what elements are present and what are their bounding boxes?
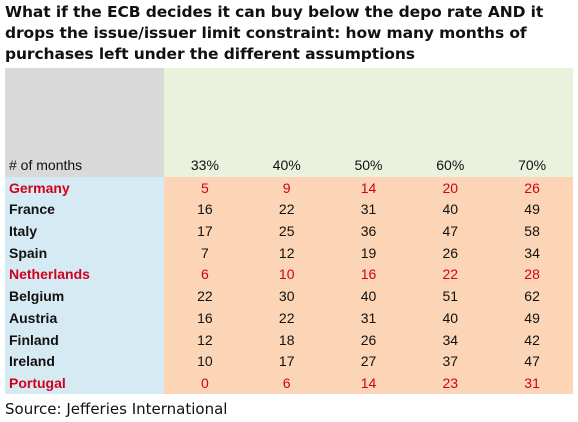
value-cell: 17 — [245, 350, 328, 373]
value-cell: 28 — [491, 263, 573, 286]
value-cell: 36 — [327, 220, 410, 243]
table-row: Finland 12 18 26 34 42 — [5, 328, 573, 351]
corner-spacer-cell — [5, 68, 164, 153]
value-cell: 6 — [164, 263, 246, 286]
value-cell: 16 — [327, 263, 410, 286]
country-label: Ireland — [5, 350, 164, 373]
table-row: Netherlands 6 10 16 22 28 — [5, 263, 573, 286]
value-cell: 27 — [327, 350, 410, 373]
column-header: 33% — [164, 153, 246, 177]
value-cell: 16 — [164, 198, 246, 221]
value-cell: 6 — [245, 372, 328, 394]
value-cell: 19 — [327, 242, 410, 264]
value-cell: 14 — [327, 177, 410, 199]
value-cell: 22 — [409, 263, 492, 286]
corner-label: # of months — [5, 153, 164, 177]
value-cell: 26 — [491, 177, 573, 199]
value-cell: 30 — [245, 285, 328, 308]
value-cell: 49 — [491, 198, 573, 221]
column-header: 70% — [491, 153, 573, 177]
country-label: France — [5, 198, 164, 221]
value-cell: 26 — [327, 328, 410, 351]
value-cell: 40 — [409, 198, 492, 221]
column-header: 40% — [245, 153, 328, 177]
table-row: Germany 5 9 14 20 26 — [5, 177, 573, 199]
source-note: Source: Jefferies International — [5, 400, 228, 418]
country-label: Austria — [5, 307, 164, 329]
country-label: Finland — [5, 328, 164, 351]
value-cell: 17 — [164, 220, 246, 243]
value-cell: 40 — [409, 307, 492, 329]
header-spacer-row — [5, 68, 573, 153]
value-cell: 51 — [409, 285, 492, 308]
value-cell: 31 — [491, 372, 573, 394]
country-label: Germany — [5, 177, 164, 199]
table-row: Italy 17 25 36 47 58 — [5, 220, 573, 243]
value-cell: 10 — [164, 350, 246, 373]
table-row: Portugal 0 6 14 23 31 — [5, 372, 573, 394]
value-cell: 18 — [245, 328, 328, 351]
value-cell: 58 — [491, 220, 573, 243]
country-label: Portugal — [5, 372, 164, 394]
column-header: 60% — [409, 153, 492, 177]
value-cell: 62 — [491, 285, 573, 308]
chart-title: What if the ECB decides it can buy below… — [5, 3, 544, 63]
value-cell: 31 — [327, 307, 410, 329]
value-cell: 20 — [409, 177, 492, 199]
header-spacer-cell — [164, 68, 573, 153]
months-table: # of months 33% 40% 50% 60% 70% Germany 5… — [5, 68, 573, 394]
column-header: 50% — [327, 153, 410, 177]
value-cell: 12 — [164, 328, 246, 351]
value-cell: 47 — [409, 220, 492, 243]
value-cell: 0 — [164, 372, 246, 394]
value-cell: 26 — [409, 242, 492, 264]
value-cell: 49 — [491, 307, 573, 329]
value-cell: 40 — [327, 285, 410, 308]
column-header-row: # of months 33% 40% 50% 60% 70% — [5, 153, 573, 177]
table-row: Ireland 10 17 27 37 47 — [5, 350, 573, 373]
value-cell: 34 — [409, 328, 492, 351]
country-label: Belgium — [5, 285, 164, 308]
value-cell: 42 — [491, 328, 573, 351]
value-cell: 16 — [164, 307, 246, 329]
value-cell: 47 — [491, 350, 573, 373]
table-row: France 16 22 31 40 49 — [5, 198, 573, 221]
value-cell: 34 — [491, 242, 573, 264]
value-cell: 22 — [245, 198, 328, 221]
value-cell: 12 — [245, 242, 328, 264]
value-cell: 14 — [327, 372, 410, 394]
value-cell: 37 — [409, 350, 492, 373]
value-cell: 7 — [164, 242, 246, 264]
value-cell: 9 — [245, 177, 328, 199]
value-cell: 31 — [327, 198, 410, 221]
country-label: Spain — [5, 242, 164, 264]
value-cell: 25 — [245, 220, 328, 243]
table-row: Belgium 22 30 40 51 62 — [5, 285, 573, 308]
value-cell: 5 — [164, 177, 246, 199]
months-table-container: # of months 33% 40% 50% 60% 70% Germany 5… — [5, 68, 573, 394]
value-cell: 22 — [245, 307, 328, 329]
value-cell: 10 — [245, 263, 328, 286]
country-label: Netherlands — [5, 263, 164, 286]
value-cell: 22 — [164, 285, 246, 308]
value-cell: 23 — [409, 372, 492, 394]
table-row: Spain 7 12 19 26 34 — [5, 242, 573, 264]
country-label: Italy — [5, 220, 164, 243]
table-row: Austria 16 22 31 40 49 — [5, 307, 573, 329]
